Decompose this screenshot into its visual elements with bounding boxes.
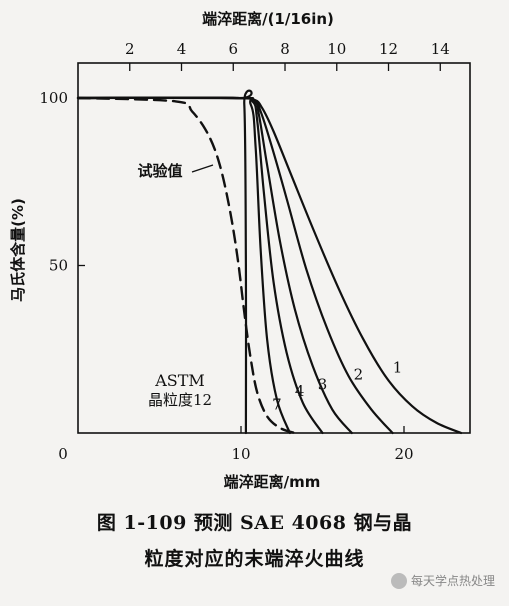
plot-frame (77, 62, 471, 434)
x-axis-ticks: 0 10 20 (58, 426, 414, 463)
test-value-label: 试验值 (137, 162, 182, 180)
test-value-leader (191, 164, 214, 173)
top-tick-label: 4 (177, 40, 187, 58)
grain-size-label: 晶粒度12 (148, 391, 212, 409)
wechat-icon (390, 572, 407, 589)
x-tick-label: 0 (58, 445, 68, 463)
y-tick-label: 100 (39, 89, 68, 107)
curve-label-1: 1 (393, 359, 403, 377)
figure-caption-line1: 图 1-109 预测 SAE 4068 钢与晶 (96, 512, 413, 534)
top-axis-title: 端淬距离/(1/16in) (202, 10, 334, 28)
top-tick-label: 8 (280, 40, 290, 58)
x-tick-label: 20 (394, 445, 413, 463)
x-tick-label: 10 (231, 445, 250, 463)
figure-caption-line2: 粒度对应的末端淬火曲线 (144, 548, 365, 570)
series-line-2 (76, 96, 394, 435)
series-line-1 (76, 96, 463, 435)
curve-labels: 1 2 347 (272, 359, 402, 414)
curve-label-4: 4 (295, 382, 305, 400)
curve-label-3: 3 (318, 375, 328, 393)
watermark: 每天学点热处理 (390, 572, 495, 589)
top-tick-label: 2 (125, 40, 135, 58)
y-axis-label: 马氏体含量(%) (9, 198, 27, 302)
series-lines (76, 89, 463, 435)
top-tick-label: 10 (327, 40, 346, 58)
y-axis-ticks: 50 100 (39, 89, 85, 275)
curve-label-7: 7 (272, 396, 282, 414)
watermark-text: 每天学点热处理 (410, 574, 495, 588)
top-tick-label: 6 (228, 40, 238, 58)
top-tick-label: 12 (379, 40, 398, 58)
top-axis-ticks: 2 4 6 8 10 12 14 (125, 40, 450, 71)
top-tick-label: 14 (431, 40, 450, 58)
curve-label-2: 2 (354, 365, 364, 383)
x-axis-label: 端淬距离/mm (224, 473, 321, 491)
y-tick-label: 50 (49, 257, 68, 275)
astm-label: ASTM (154, 371, 205, 390)
series-line-试验值 (76, 96, 296, 435)
